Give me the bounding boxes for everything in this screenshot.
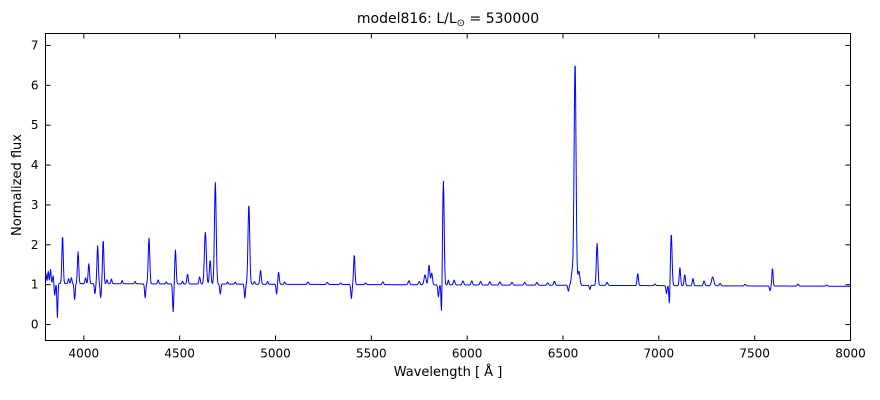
x-tick-label: 6500 — [548, 347, 579, 361]
x-tick-label: 7000 — [644, 347, 675, 361]
x-tick-label: 4500 — [164, 347, 195, 361]
x-tick-label: 4000 — [69, 347, 100, 361]
sun-symbol: ⊙ — [456, 18, 466, 29]
y-tick-label: 3 — [31, 198, 39, 212]
y-axis-label: Normalized flux — [10, 134, 25, 236]
y-tick-label: 4 — [31, 158, 39, 172]
x-tick-label: 6000 — [452, 347, 483, 361]
x-tick-label: 8000 — [835, 347, 866, 361]
chart-title: model816: L/L⊙ = 530000 — [45, 11, 851, 29]
chart-title-prefix: model816: L/L — [356, 11, 457, 27]
y-tick-label: 6 — [31, 78, 39, 92]
spectrum-line — [45, 65, 851, 318]
y-tick-label: 1 — [31, 278, 39, 292]
x-tick-label: 7500 — [739, 347, 770, 361]
x-tick-label: 5000 — [260, 347, 291, 361]
y-tick-label: 2 — [31, 238, 39, 252]
x-tick-label: 5500 — [356, 347, 387, 361]
y-tick-label: 0 — [31, 318, 39, 332]
y-tick-label: 7 — [31, 38, 39, 52]
plot-frame — [45, 33, 851, 341]
y-tick-label: 5 — [31, 118, 39, 132]
x-axis-label: Wavelength [ Å ] — [393, 365, 503, 380]
chart-title-suffix: = 530000 — [465, 11, 540, 27]
